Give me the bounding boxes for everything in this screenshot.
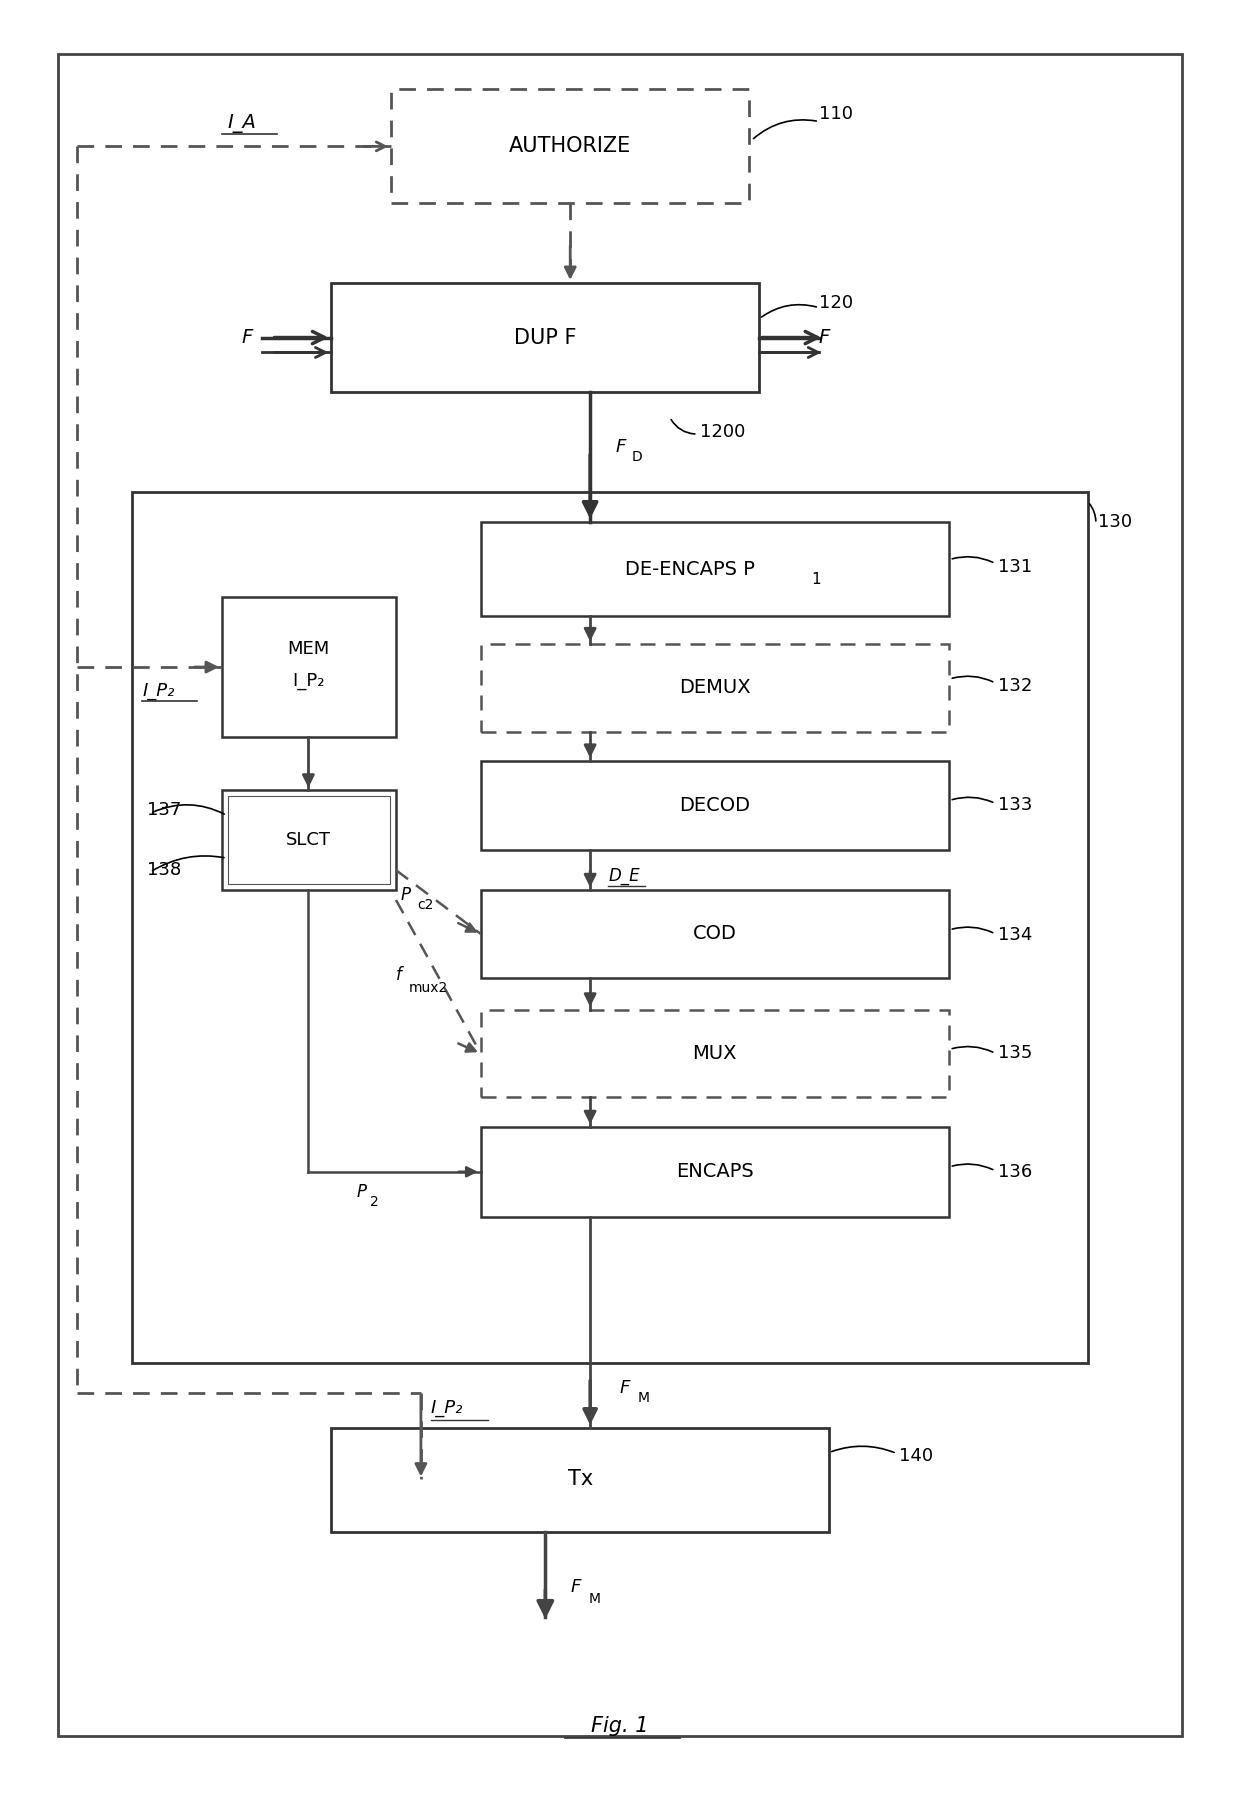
Bar <box>481 1009 949 1097</box>
Text: F: F <box>570 1579 580 1597</box>
Text: 140: 140 <box>899 1447 932 1465</box>
Text: 138: 138 <box>148 861 181 879</box>
Text: SLCT: SLCT <box>286 831 331 849</box>
Text: DECOD: DECOD <box>680 796 750 815</box>
Bar <box>481 523 949 616</box>
Text: mux2: mux2 <box>409 980 448 995</box>
Text: DE-ENCAPS P: DE-ENCAPS P <box>625 560 755 578</box>
Text: I_P₂: I_P₂ <box>293 672 325 690</box>
Text: c2: c2 <box>417 897 433 912</box>
Bar <box>481 643 949 732</box>
Bar <box>222 791 396 890</box>
Text: D: D <box>632 450 642 463</box>
Text: I_P₂: I_P₂ <box>143 681 175 699</box>
Bar <box>391 88 749 204</box>
Text: F: F <box>241 328 252 348</box>
Text: DUP F: DUP F <box>515 328 577 348</box>
Text: 130: 130 <box>1097 514 1132 532</box>
Text: DEMUX: DEMUX <box>678 679 750 697</box>
Text: 120: 120 <box>820 294 853 312</box>
Text: AUTHORIZE: AUTHORIZE <box>510 137 631 157</box>
Text: 137: 137 <box>148 802 181 820</box>
Text: P: P <box>356 1182 366 1200</box>
Text: Tx: Tx <box>568 1469 593 1490</box>
Text: 135: 135 <box>998 1045 1033 1063</box>
Text: D_E: D_E <box>608 867 640 885</box>
Text: 134: 134 <box>998 926 1033 944</box>
Bar <box>481 890 949 978</box>
Text: f: f <box>396 966 402 984</box>
Bar <box>331 283 759 393</box>
Text: P: P <box>401 887 410 905</box>
Bar <box>331 1427 830 1532</box>
Text: F: F <box>818 328 830 348</box>
Text: I_A: I_A <box>227 114 257 133</box>
Text: 131: 131 <box>998 557 1033 575</box>
Text: F: F <box>615 438 625 456</box>
Text: 2: 2 <box>370 1195 379 1209</box>
Text: F: F <box>620 1379 630 1397</box>
Text: 1: 1 <box>811 571 821 587</box>
Text: 133: 133 <box>998 796 1033 815</box>
Bar <box>228 796 391 885</box>
Text: 1200: 1200 <box>699 423 745 441</box>
Text: ENCAPS: ENCAPS <box>676 1162 754 1182</box>
Text: MEM: MEM <box>288 640 330 658</box>
Text: M: M <box>588 1591 600 1606</box>
Text: M: M <box>637 1391 650 1406</box>
Text: Fig. 1: Fig. 1 <box>591 1716 649 1737</box>
Bar <box>133 492 1087 1362</box>
Bar <box>481 1126 949 1216</box>
Text: COD: COD <box>693 924 737 944</box>
Bar <box>222 598 396 737</box>
Text: 110: 110 <box>820 105 853 123</box>
Bar <box>481 760 949 851</box>
Text: 136: 136 <box>998 1162 1033 1180</box>
Text: MUX: MUX <box>692 1043 737 1063</box>
Text: I_P₂: I_P₂ <box>430 1398 464 1416</box>
Text: 132: 132 <box>998 678 1033 696</box>
